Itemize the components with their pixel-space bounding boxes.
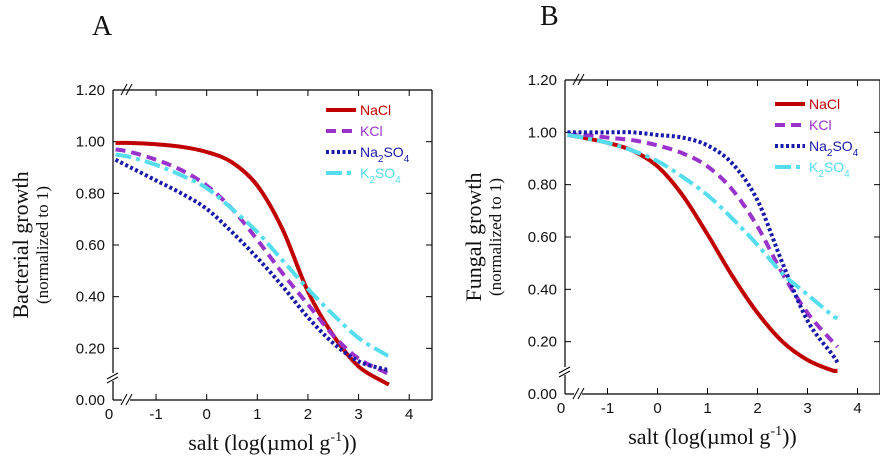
series-line-kcl [567, 132, 839, 349]
series-line-na2so4 [567, 130, 840, 364]
series-line-nacl [115, 140, 390, 387]
series-line-k2so4 [115, 152, 390, 358]
y-tick-label: 0.40 [528, 281, 557, 298]
x-tick-label: -1 [601, 400, 614, 417]
x-axis-label: salt (log(µmol g-1)) [188, 430, 357, 455]
x-axis-break-mark [125, 393, 133, 406]
y-axis-break-gap [107, 373, 119, 381]
x-origin-label: 0 [557, 400, 565, 417]
y-axis-label: Fungal growth [461, 173, 486, 302]
top-axis-break-mark [577, 73, 585, 86]
y-axis-label: Bacterial growth [8, 171, 33, 318]
y-tick-label: 1.00 [528, 124, 557, 141]
x-tick-label: 1 [703, 400, 711, 417]
y-tick-label: 0.20 [528, 334, 557, 351]
y-tick-label: 1.00 [76, 134, 105, 151]
x-tick-label: 3 [803, 400, 811, 417]
x-tick-label: 4 [405, 406, 413, 423]
x-tick-label: -1 [149, 406, 162, 423]
x-tick-label: 0 [203, 406, 211, 423]
y-axis-break-mark [558, 370, 571, 378]
y-origin-label: 0.00 [528, 386, 557, 403]
series-line-kcl [115, 147, 390, 376]
top-axis-break-mark [120, 83, 128, 96]
legend-label: K2SO4 [809, 159, 850, 180]
panel-label: B [540, 1, 559, 32]
y-tick-label: 0.40 [76, 289, 105, 306]
x-tick-label: 4 [853, 400, 861, 417]
y-axis-sublabel: (normalized to 1) [33, 186, 52, 304]
panel-label: A [92, 11, 113, 42]
x-origin-label: 0 [105, 406, 113, 423]
legend-label: Na2SO4 [360, 144, 410, 165]
y-axis-break-gap [559, 367, 571, 375]
legend-label: Na2SO4 [809, 138, 859, 159]
y-axis-break-mark [558, 366, 571, 374]
y-tick-label: 0.60 [76, 237, 105, 254]
x-axis-break-gap [122, 394, 130, 406]
y-axis-break-mark [106, 376, 119, 384]
y-axis-break-mark [106, 372, 119, 380]
x-axis-break-mark [577, 387, 585, 400]
series-line-k2so4 [567, 132, 839, 321]
y-tick-label: 0.60 [528, 229, 557, 246]
y-tick-label: 0.20 [76, 340, 105, 357]
x-tick-label: 2 [304, 406, 312, 423]
y-axis-sublabel: (normalized to 1) [486, 178, 505, 296]
x-axis-break-gap [574, 388, 582, 400]
chart-panel-a: A 0.20 0.40 0.60 0.80 1.00 1.20 0.00 -1 0 1 2 3 4 0 sal… [8, 11, 433, 455]
y-tick-label: 1.20 [76, 82, 105, 99]
x-tick-label: 2 [753, 400, 761, 417]
x-axis-break-mark [120, 393, 128, 406]
legend-label: NaCl [360, 102, 391, 118]
x-tick-label: 0 [653, 400, 661, 417]
top-axis-break-mark [125, 83, 133, 96]
y-tick-label: 0.80 [528, 177, 557, 194]
legend-label: KCl [360, 123, 383, 139]
legend-label: NaCl [809, 96, 840, 112]
top-axis-break-mark [572, 73, 580, 86]
legend-label: KCl [809, 117, 832, 133]
series-line-na2so4 [114, 157, 390, 372]
x-tick-label: 3 [354, 406, 362, 423]
x-axis-label: salt (log(µmol g-1)) [628, 424, 797, 449]
x-axis-break-mark [572, 387, 580, 400]
legend-label: K2SO4 [360, 165, 401, 186]
y-tick-label: 0.80 [76, 185, 105, 202]
chart-panel-b: B 0.20 0.40 0.60 0.80 1.00 1.20 0.00 -1 0 1 2 3 4 0 sal… [461, 1, 880, 449]
y-tick-label: 1.20 [528, 72, 557, 89]
y-origin-label: 0.00 [76, 392, 105, 409]
series-line-nacl [567, 132, 839, 374]
x-tick-label: 1 [253, 406, 261, 423]
